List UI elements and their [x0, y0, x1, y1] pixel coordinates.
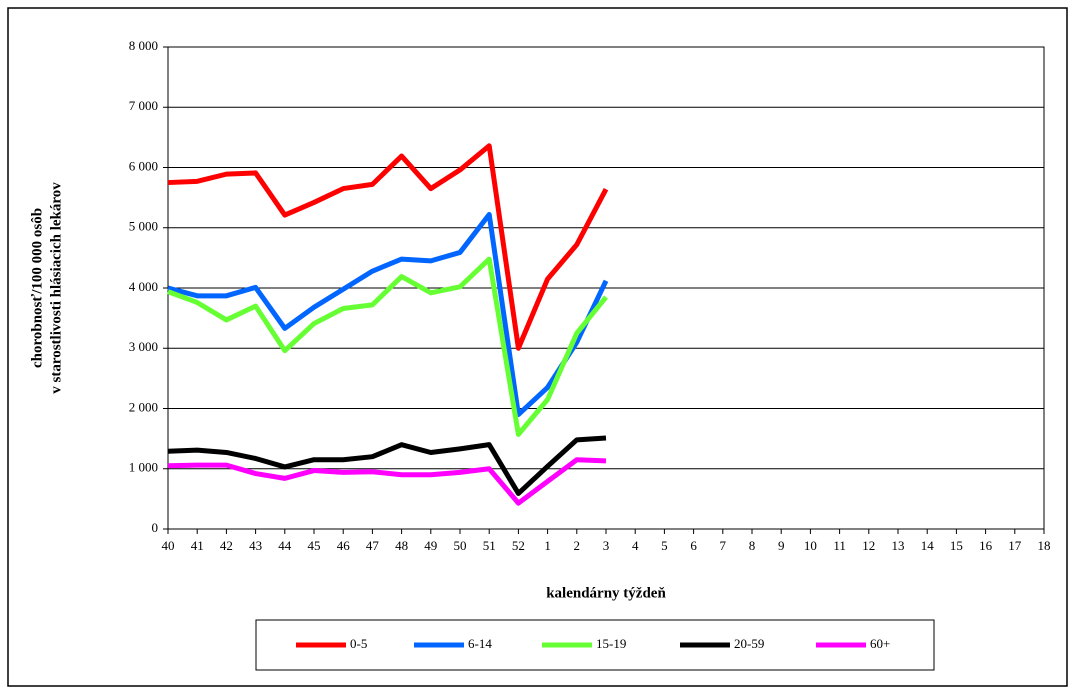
x-tick-label: 51 — [483, 538, 496, 553]
x-tick-label: 47 — [366, 538, 380, 553]
x-tick-label: 42 — [220, 538, 233, 553]
x-tick-label: 13 — [892, 538, 905, 553]
x-tick-label: 8 — [749, 538, 756, 553]
y-tick-label: 4 000 — [129, 279, 158, 294]
x-tick-label: 40 — [162, 538, 175, 553]
x-tick-label: 43 — [249, 538, 262, 553]
x-tick-label: 6 — [690, 538, 697, 553]
x-tick-label: 17 — [1008, 538, 1022, 553]
x-tick-label: 1 — [544, 538, 551, 553]
y-tick-label: 5 000 — [129, 219, 158, 234]
y-tick-label: 1 000 — [129, 460, 158, 475]
legend-label: 6-14 — [468, 636, 492, 651]
x-tick-label: 46 — [337, 538, 351, 553]
legend-label: 15-19 — [596, 636, 626, 651]
y-axis-title: chorobnosť/100 000 osôb v starostlivosti… — [29, 182, 64, 394]
y-axis-title-line: chorobnosť/100 000 osôb — [29, 208, 45, 368]
x-tick-label: 3 — [603, 538, 610, 553]
legend-label: 60+ — [870, 636, 890, 651]
x-tick-label: 7 — [720, 538, 727, 553]
series-line — [167, 211, 609, 418]
x-tick-label: 52 — [512, 538, 525, 553]
x-tick-label: 18 — [1038, 538, 1051, 553]
series-line — [167, 435, 607, 496]
x-tick-label: 5 — [661, 538, 668, 553]
x-tick-label: 45 — [308, 538, 321, 553]
y-tick-label: 8 000 — [129, 38, 158, 53]
y-tick-label: 6 000 — [129, 158, 158, 173]
x-tick-label: 16 — [979, 538, 993, 553]
x-tick-label: 15 — [950, 538, 963, 553]
y-tick-label: 3 000 — [129, 339, 158, 354]
x-tick-label: 2 — [574, 538, 581, 553]
y-axis-title-line: v starostlivosti hlásiacich lekárov — [48, 182, 64, 394]
x-tick-label: 12 — [862, 538, 875, 553]
legend-label: 20-59 — [734, 636, 764, 651]
x-tick-label: 41 — [191, 538, 204, 553]
x-tick-label: 10 — [804, 538, 817, 553]
x-axis-title: kalendárny týždeň — [546, 585, 666, 601]
x-tick-label: 44 — [278, 538, 292, 553]
frame — [7, 7, 1068, 687]
series-line — [167, 143, 609, 351]
y-tick-label: 2 000 — [129, 399, 158, 414]
x-tick-label: 50 — [454, 538, 467, 553]
x-tick-label: 14 — [921, 538, 935, 553]
x-tick-label: 4 — [632, 538, 639, 553]
legend-label: 0-5 — [350, 636, 367, 651]
x-tick-label: 9 — [778, 538, 785, 553]
x-tick-label: 49 — [424, 538, 437, 553]
x-tick-label: 11 — [833, 538, 846, 553]
x-tick-label: 48 — [395, 538, 408, 553]
series-line — [167, 457, 607, 506]
y-tick-label: 0 — [152, 520, 159, 535]
series-line — [167, 256, 608, 437]
y-tick-label: 7 000 — [129, 98, 158, 113]
